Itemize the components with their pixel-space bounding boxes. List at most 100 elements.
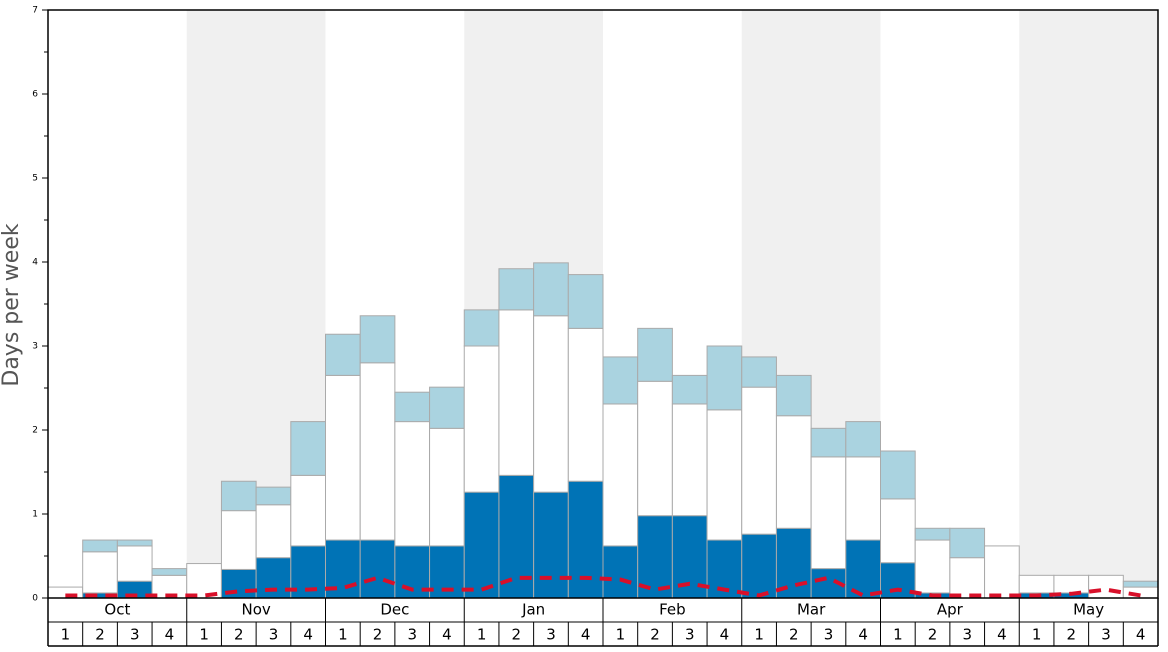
bar-segment xyxy=(1018,574,1055,594)
week-label: 4 xyxy=(165,626,175,644)
bar-segment xyxy=(359,539,396,599)
week-label: 2 xyxy=(789,626,799,644)
week-label: 3 xyxy=(1101,626,1111,644)
bar-segment xyxy=(567,327,604,482)
bar-segment xyxy=(429,427,465,547)
bar-segment xyxy=(151,568,188,576)
bar-segment xyxy=(637,327,673,382)
bar-segment xyxy=(1088,574,1124,599)
bar-segment xyxy=(775,415,812,529)
bar-segment xyxy=(463,309,500,347)
y-tick-label: 3 xyxy=(32,342,38,352)
week-label: 3 xyxy=(407,626,417,644)
bar-segment xyxy=(880,450,916,500)
bar-segment xyxy=(1053,574,1090,594)
bar-segment xyxy=(325,333,361,376)
bar-segment xyxy=(290,474,326,547)
bar-segment xyxy=(845,539,881,599)
week-label: 3 xyxy=(269,626,279,644)
bar-segment xyxy=(914,539,951,594)
week-label: 1 xyxy=(893,626,903,644)
bar-segment xyxy=(706,409,743,541)
bar-segment xyxy=(116,545,153,582)
y-tick-label: 2 xyxy=(32,426,38,436)
month-label: Feb xyxy=(659,601,686,619)
week-label: 2 xyxy=(373,626,383,644)
week-label: 3 xyxy=(130,626,140,644)
bar-segment xyxy=(498,268,535,311)
week-label: 3 xyxy=(962,626,972,644)
bar-segment xyxy=(741,386,777,535)
week-label: 2 xyxy=(512,626,522,644)
bar-segment xyxy=(359,315,396,364)
bar-segment xyxy=(394,391,431,423)
y-tick-label: 5 xyxy=(32,174,38,184)
bar-segment xyxy=(706,345,743,411)
week-label: 1 xyxy=(616,626,626,644)
bar-segment xyxy=(220,510,257,570)
y-tick-label: 0 xyxy=(32,594,38,604)
bar-segment xyxy=(394,421,431,547)
bar-segment xyxy=(567,274,604,329)
average-line xyxy=(65,575,1141,598)
bar-segment xyxy=(845,456,881,541)
bar-segment xyxy=(775,527,812,599)
week-label: 1 xyxy=(754,626,764,644)
bar-segment xyxy=(741,356,777,388)
month-label: Jan xyxy=(521,601,545,619)
week-label: 2 xyxy=(234,626,244,644)
bar-segment xyxy=(82,551,118,594)
bar-segment xyxy=(359,362,396,541)
week-label: 4 xyxy=(442,626,452,644)
bar-segment xyxy=(880,498,916,564)
bar-segment xyxy=(671,403,708,517)
month-shade xyxy=(1019,10,1158,598)
bar-segment xyxy=(429,386,465,429)
bar-segment xyxy=(602,545,639,599)
week-label: 1 xyxy=(199,626,209,644)
bar-segment xyxy=(255,504,292,559)
bar-segment xyxy=(567,480,604,599)
bar-segment xyxy=(1122,586,1159,599)
bar-segment xyxy=(533,262,569,317)
bar-segment xyxy=(949,557,986,599)
bar-segment xyxy=(255,486,292,506)
week-label: 1 xyxy=(1032,626,1042,644)
y-tick-label: 1 xyxy=(32,510,38,520)
bar-segment xyxy=(325,374,361,541)
week-label: 4 xyxy=(858,626,868,644)
week-label: 1 xyxy=(477,626,487,644)
y-axis-label: Days per week xyxy=(0,223,24,386)
week-label: 2 xyxy=(1067,626,1077,644)
y-tick-label: 4 xyxy=(32,258,38,268)
bar-segment xyxy=(845,421,881,458)
week-label: 2 xyxy=(928,626,938,644)
bar-segment xyxy=(637,380,673,517)
bar-segment xyxy=(914,527,951,541)
bar-segment xyxy=(810,456,847,570)
week-label: 3 xyxy=(546,626,556,644)
bar-segment xyxy=(116,539,153,547)
week-label: 2 xyxy=(95,626,105,644)
month-label: Mar xyxy=(797,601,826,619)
bar-segment xyxy=(775,374,812,417)
bar-segment xyxy=(290,421,326,476)
week-label: 4 xyxy=(581,626,591,644)
month-label: Apr xyxy=(937,601,964,619)
bar-segment xyxy=(220,480,257,512)
bar-segment xyxy=(602,356,639,405)
bar-segment xyxy=(741,533,777,599)
week-label: 4 xyxy=(303,626,313,644)
bar-segment xyxy=(602,403,639,547)
month-label: Nov xyxy=(241,601,270,619)
month-label: May xyxy=(1073,601,1104,619)
bar-segment xyxy=(533,315,569,493)
y-tick-label: 6 xyxy=(32,90,38,100)
bar-segment xyxy=(533,491,569,599)
y-tick-label: 7 xyxy=(32,6,38,16)
week-label: 2 xyxy=(650,626,660,644)
month-label: Dec xyxy=(380,601,409,619)
week-label: 1 xyxy=(338,626,348,644)
bar-segment xyxy=(671,374,708,405)
